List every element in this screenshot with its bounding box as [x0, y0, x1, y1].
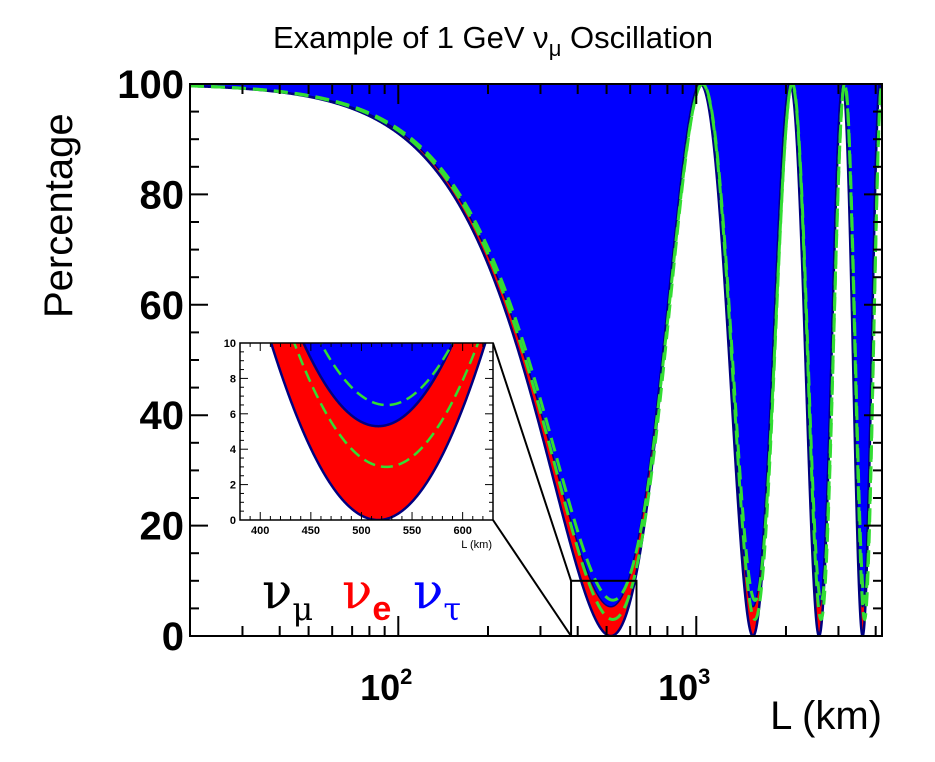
inset-y-tick-label: 6 — [230, 409, 236, 421]
y-tick-label: 80 — [140, 173, 185, 217]
legend-entry-nu-tau: ντ — [413, 562, 461, 628]
zoom-connector-line — [492, 519, 572, 637]
inset-survival-line — [269, 343, 487, 520]
y-tick-label: 60 — [140, 284, 185, 328]
inset-y-tick-label: 0 — [230, 515, 236, 527]
legend-entry-nu-mu: νμ — [262, 562, 313, 628]
inset-x-axis-label: L (km) — [461, 539, 492, 551]
inset-x-ticks: 400 450 500 550 600 — [239, 343, 494, 537]
y-tick-label: 40 — [140, 394, 185, 438]
inset-plot: 0 2 4 6 8 10 400 450 500 550 600 L (km) — [224, 338, 494, 551]
inset-dashed-appearance-curve — [319, 343, 455, 407]
y-tick-label: 20 — [140, 505, 185, 549]
chart-title: Example of 1 GeV νμ Oscillation — [273, 20, 713, 61]
zoom-region-box — [570, 579, 638, 637]
legend-entry-nu-e: νe — [342, 562, 391, 628]
inset-nu-e-boundary-line — [302, 343, 455, 428]
inset-y-tick-label: 4 — [230, 444, 237, 456]
inset-dashed-survival-curve — [292, 343, 480, 469]
inset-x-tick-label: 450 — [302, 525, 320, 537]
x-axis-ticks: 102 103 — [189, 84, 877, 708]
zoom-connector-line — [492, 342, 573, 582]
inset-nu-e-area — [271, 343, 486, 520]
legend: νμ νe ντ — [262, 562, 461, 628]
dashed-appearance-curve — [190, 84, 882, 605]
inset-x-tick-label: 400 — [251, 525, 269, 537]
inset-y-tick-label: 2 — [230, 480, 236, 492]
inset-y-ticks: 0 2 4 6 8 10 — [224, 338, 493, 527]
inset-x-tick-label: 600 — [453, 525, 471, 537]
y-axis-label: Percentage — [37, 113, 81, 318]
x-axis-label: L (km) — [770, 694, 882, 738]
x-tick-label: 103 — [658, 664, 710, 708]
inset-x-tick-label: 500 — [352, 525, 370, 537]
y-tick-label: 0 — [162, 615, 184, 659]
inset-y-tick-label: 8 — [230, 373, 236, 385]
inset-x-tick-label: 550 — [403, 525, 421, 537]
x-tick-label: 102 — [360, 664, 412, 708]
nu-tau-area — [190, 84, 882, 636]
inset-y-tick-label: 10 — [224, 338, 236, 350]
y-tick-label: 100 — [117, 63, 184, 107]
